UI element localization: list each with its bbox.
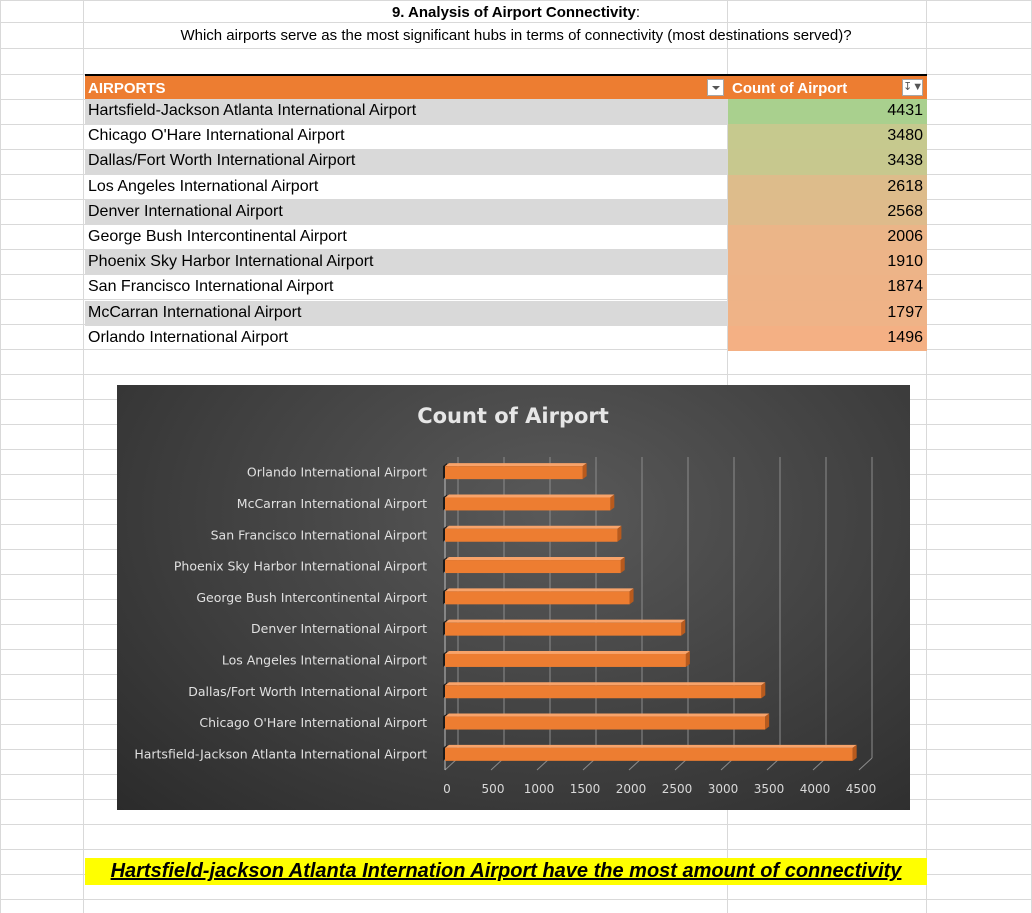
category-label: San Francisco International Airport — [211, 527, 427, 542]
chart-gridline-floor — [858, 757, 873, 771]
bar — [445, 716, 766, 730]
count-column-header[interactable]: Count of Airport — [732, 80, 848, 97]
bar-end — [765, 713, 770, 730]
count-cell[interactable]: 1797 — [728, 300, 927, 326]
airports-column-header[interactable]: AIRPORTS — [88, 80, 166, 97]
pivot-row[interactable]: Phoenix Sky Harbor International Airport… — [85, 250, 927, 276]
x-tick-label: 1500 — [570, 782, 601, 796]
count-cell[interactable]: 4431 — [728, 99, 927, 125]
bar — [445, 622, 682, 636]
pivot-row[interactable]: Los Angeles International Airport 2618 — [85, 174, 927, 200]
bar — [445, 560, 621, 574]
conclusion-text: Hartsfield-jackson Atlanta Internation A… — [85, 858, 927, 885]
pivot-row[interactable]: San Francisco International Airport 1874 — [85, 275, 927, 301]
bar-top — [445, 525, 622, 529]
airport-name-cell[interactable]: Hartsfield-Jackson Atlanta International… — [88, 102, 417, 119]
bar — [445, 466, 583, 480]
category-label: Denver International Airport — [251, 621, 427, 636]
category-label: Phoenix Sky Harbor International Airport — [174, 559, 427, 574]
x-tick-label: 2000 — [616, 782, 647, 796]
bar-end — [761, 682, 766, 699]
x-tick-label: 4000 — [800, 782, 831, 796]
bar-top — [445, 650, 690, 654]
count-cell[interactable]: 3438 — [728, 149, 927, 175]
bar-top — [445, 588, 634, 592]
airport-name-cell[interactable]: Phoenix Sky Harbor International Airport — [88, 253, 374, 271]
airport-name-cell[interactable]: Dallas/Fort Worth International Airport — [88, 152, 356, 170]
bar-top — [445, 713, 770, 717]
airport-name-cell[interactable]: Orlando International Airport — [88, 328, 289, 346]
airport-name-cell[interactable]: George Bush Intercontinental Airport — [88, 227, 347, 245]
bar-chart[interactable]: Count of Airport 0 500 1000 1500 2000 2500 3000… — [117, 385, 910, 810]
chart-title: Count of Airport — [417, 404, 609, 428]
pivot-row[interactable]: Chicago O'Hare International Airport 3480 — [85, 124, 927, 150]
bar — [445, 497, 611, 511]
bar-end — [685, 650, 690, 667]
pivot-row[interactable]: McCarran International Airport 1797 — [85, 300, 927, 326]
category-label: Los Angeles International Airport — [222, 652, 427, 667]
bar-top — [445, 494, 615, 498]
count-cell[interactable]: 3480 — [728, 124, 927, 150]
airport-name-cell[interactable]: San Francisco International Airport — [88, 278, 334, 296]
bar-end — [617, 525, 622, 542]
x-tick-label: 0 — [443, 782, 451, 796]
category-label: Hartsfield-Jackson Atlanta International… — [134, 746, 427, 761]
x-tick-label: 4500 — [846, 782, 877, 796]
count-cell[interactable]: 1496 — [728, 325, 927, 351]
pivot-row[interactable]: Dallas/Fort Worth International Airport 3… — [85, 149, 927, 175]
category-label: McCarran International Airport — [237, 496, 427, 511]
airport-name-cell[interactable]: McCarran International Airport — [88, 303, 302, 321]
analysis-question: Which airports serve as the most signifi… — [180, 27, 852, 44]
bar-top — [445, 682, 766, 686]
bar — [445, 591, 630, 605]
count-cell[interactable]: 2618 — [728, 174, 927, 200]
airport-name-cell[interactable]: Los Angeles International Airport — [88, 177, 319, 195]
bar — [445, 747, 853, 761]
x-tick-label: 3000 — [708, 782, 739, 796]
dropdown-arrow-icon[interactable] — [707, 79, 724, 96]
pivot-row[interactable]: George Bush Intercontinental Airport 2006 — [85, 224, 927, 251]
x-tick-label: 2500 — [662, 782, 693, 796]
airport-name-cell[interactable]: Denver International Airport — [88, 202, 283, 220]
bar-top — [445, 619, 686, 623]
pivot-row[interactable]: Orlando International Airport 1496 — [85, 325, 927, 351]
bar-end — [681, 619, 686, 636]
pivot-table[interactable]: AIRPORTS Count of Airport ↧▼ Hartsfield-… — [85, 74, 927, 351]
category-label: Orlando International Airport — [247, 465, 427, 480]
x-tick-label: 1000 — [524, 782, 555, 796]
chart-canvas: Count of Airport 0 500 1000 1500 2000 2500 3000… — [134, 404, 877, 796]
bar-end — [582, 463, 587, 480]
x-tick-label: 3500 — [754, 782, 785, 796]
count-cell[interactable]: 1910 — [728, 250, 927, 276]
x-tick-label: 500 — [482, 782, 505, 796]
count-cell[interactable]: 1874 — [728, 275, 927, 301]
category-label: Dallas/Fort Worth International Airport — [188, 684, 427, 699]
bar — [445, 653, 686, 667]
bar-end — [629, 588, 634, 605]
sort-filter-icon[interactable]: ↧▼ — [902, 79, 923, 96]
category-label: Chicago O'Hare International Airport — [199, 715, 427, 730]
pivot-row[interactable]: Denver International Airport 2568 — [85, 199, 927, 225]
pivot-header-row: AIRPORTS Count of Airport ↧▼ — [85, 74, 927, 99]
bar-top — [445, 557, 625, 561]
pivot-row[interactable]: Hartsfield-Jackson Atlanta International… — [85, 99, 927, 125]
airport-name-cell[interactable]: Chicago O'Hare International Airport — [88, 127, 345, 145]
bar-top — [445, 463, 587, 467]
category-label: George Bush Intercontinental Airport — [196, 590, 427, 605]
bar-top — [445, 744, 857, 748]
bar — [445, 528, 618, 542]
bar-end — [620, 557, 625, 574]
bar — [445, 685, 762, 699]
bar-end — [610, 494, 615, 511]
count-cell[interactable]: 2568 — [728, 199, 927, 225]
count-cell[interactable]: 2006 — [728, 224, 927, 251]
section-heading: 9. Analysis of Airport Connectivity: — [391, 4, 641, 21]
bar-end — [852, 744, 857, 761]
